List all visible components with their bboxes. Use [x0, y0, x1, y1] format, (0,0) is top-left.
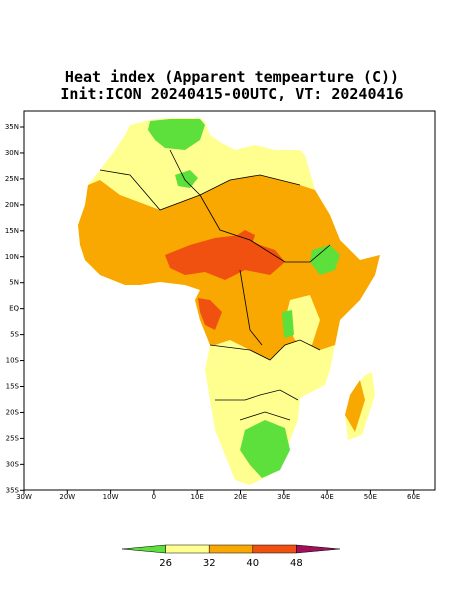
y-tick-label: 25N: [5, 175, 19, 183]
title-line: Heat index (Apparent tempearture (C)): [65, 68, 399, 86]
y-tick-label: EQ: [9, 305, 19, 313]
x-tick-label: 10W: [103, 493, 119, 501]
y-tick-label: 30N: [5, 149, 19, 157]
x-tick-label: 50E: [364, 493, 377, 501]
y-tick-label: 5N: [9, 279, 19, 287]
warm-region: [345, 380, 365, 432]
cool-region: [175, 170, 198, 188]
colorbar-swatch: [208, 544, 254, 554]
y-tick-label: 10S: [6, 357, 20, 365]
y-tick-label: 15N: [5, 227, 19, 235]
colorbar-swatch: [296, 544, 341, 554]
colorbar-label: 26: [159, 558, 172, 569]
colorbar-label: 32: [203, 558, 216, 569]
cool-region: [282, 310, 294, 338]
country-borders: [169, 149, 331, 263]
x-tick-label: 20E: [234, 493, 247, 501]
country-borders: [209, 339, 321, 361]
map: [78, 118, 380, 485]
hot-region: [198, 298, 222, 330]
x-tick-label: 30E: [277, 493, 290, 501]
axes: 30W 20W 10W 0 10E 20E 30E 40E 50E 60E 35N 30N 25N 20N…: [5, 123, 421, 501]
colorbar: 26 32 40 48: [121, 544, 341, 569]
hot-region: [230, 230, 255, 250]
y-tick-label: 25S: [6, 434, 20, 442]
x-tick-label: 0: [152, 493, 156, 501]
country-borders: [215, 389, 299, 401]
x-tick-label: 60E: [407, 493, 420, 501]
x-tick-label: 10E: [191, 493, 204, 501]
cool-region: [148, 119, 205, 150]
cool-region: [310, 245, 340, 275]
y-tick-label: 35N: [5, 123, 19, 131]
y-tick-label: 5S: [10, 331, 19, 339]
colorbar-swatch: [165, 544, 210, 554]
colorbar-label: 48: [290, 558, 303, 569]
y-tick-label: 30S: [6, 460, 20, 468]
title-line: Init:ICON 20240415-00UTC, VT: 20240416: [60, 85, 403, 103]
country-borders: [239, 411, 291, 421]
colorbar-swatch: [121, 544, 166, 554]
y-tick-label: 15S: [6, 383, 20, 391]
hot-region: [165, 235, 285, 280]
y-tick-label: 20N: [5, 201, 19, 209]
y-tick-label: 35S: [6, 486, 20, 494]
colorbar-swatch: [252, 544, 297, 554]
x-tick-label: 30W: [16, 493, 32, 501]
colorbar-label: 40: [246, 558, 259, 569]
country-borders: [239, 269, 263, 346]
y-tick-label: 10N: [5, 253, 19, 261]
x-tick-label: 40E: [320, 493, 333, 501]
cool-region: [240, 420, 290, 478]
x-tick-label: 20W: [59, 493, 75, 501]
y-tick-label: 20S: [6, 408, 20, 416]
